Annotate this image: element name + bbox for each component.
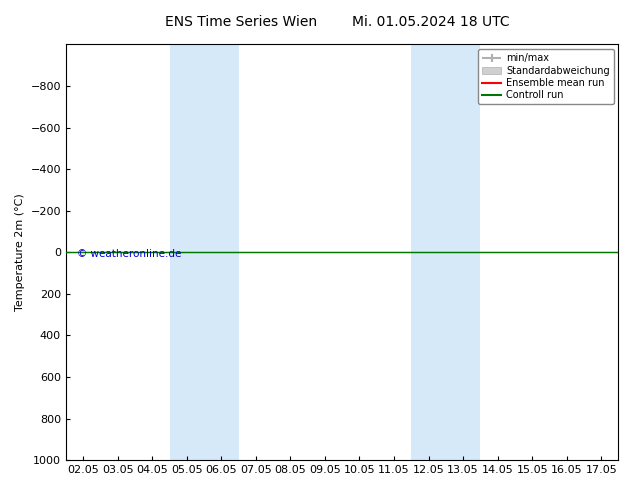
Bar bbox=[169, 45, 238, 460]
Text: © weatheronline.de: © weatheronline.de bbox=[77, 249, 181, 259]
Text: Mi. 01.05.2024 18 UTC: Mi. 01.05.2024 18 UTC bbox=[353, 15, 510, 29]
Bar bbox=[411, 45, 481, 460]
Legend: min/max, Standardabweichung, Ensemble mean run, Controll run: min/max, Standardabweichung, Ensemble me… bbox=[478, 49, 614, 104]
Y-axis label: Temperature 2m (°C): Temperature 2m (°C) bbox=[15, 194, 25, 311]
Text: ENS Time Series Wien: ENS Time Series Wien bbox=[165, 15, 317, 29]
